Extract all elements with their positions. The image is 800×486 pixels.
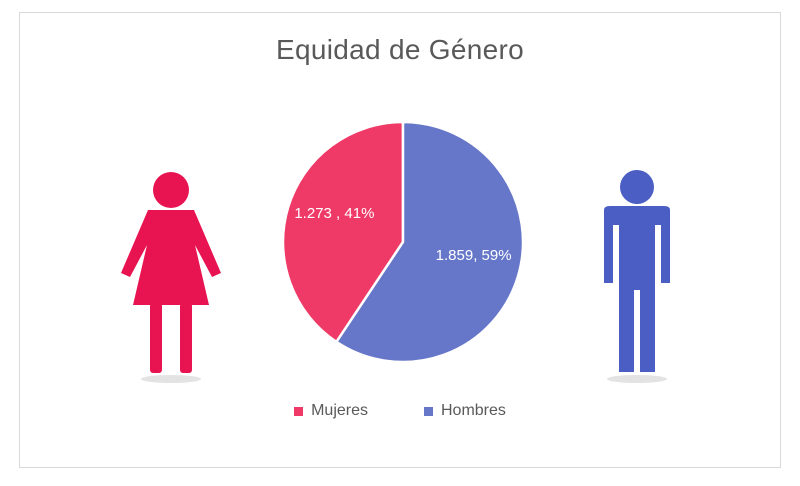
legend-item-mujeres: Mujeres [294, 402, 368, 420]
legend-label-hombres: Hombres [441, 402, 506, 419]
pie-slice-hombres [334, 120, 525, 364]
chart-legend: Mujeres Hombres [0, 402, 800, 420]
woman-icon [121, 172, 221, 383]
data-label-mujeres: 1.273 , 41% [294, 205, 374, 222]
legend-swatch-mujeres [294, 406, 304, 416]
legend-swatch-hombres [424, 406, 433, 416]
legend-item-hombres: Hombres [424, 402, 506, 420]
chart-title: Equidad de Género [276, 34, 524, 65]
data-label-hombres: 1.859, 59% [436, 247, 512, 264]
man-icon [604, 170, 670, 383]
legend-label-mujeres: Mujeres [311, 402, 368, 419]
